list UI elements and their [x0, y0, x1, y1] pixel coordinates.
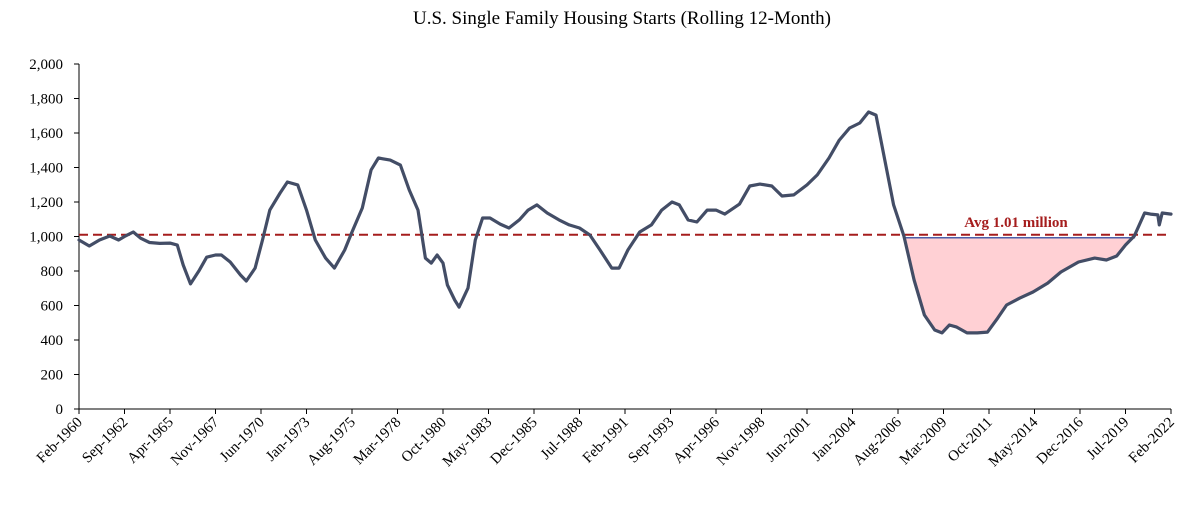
y-tick-label: 1,000	[29, 230, 63, 246]
x-tick-label: Nov-1998	[714, 415, 768, 469]
y-tick-label: 400	[41, 333, 64, 349]
x-tick-label: Dec-1985	[488, 415, 541, 468]
y-tick-label: 1,800	[29, 92, 63, 108]
x-tick-label: Aug-2006	[851, 414, 906, 469]
x-tick-label: Jun-2001	[763, 415, 814, 466]
y-tick-label: 600	[41, 299, 64, 315]
x-tick-label: Nov-1967	[168, 414, 223, 469]
x-tick-label: Sep-1993	[625, 415, 677, 467]
x-tick-label: May-2014	[986, 414, 1042, 470]
y-tick-label: 1,200	[29, 195, 63, 211]
average-label: Avg 1.01 million	[964, 215, 1068, 231]
series-line	[77, 110, 1173, 335]
x-tick-label: Feb-2022	[1126, 415, 1178, 467]
x-tick-label: Sep-1962	[79, 415, 131, 467]
y-tick-label: 0	[56, 402, 64, 418]
y-tick-label: 1,600	[29, 126, 63, 142]
x-tick-label: Aug-1975	[305, 415, 359, 469]
y-tick-label: 800	[41, 264, 64, 280]
chart-title: U.S. Single Family Housing Starts (Rolli…	[413, 8, 831, 29]
x-tick-label: Feb-1960	[34, 415, 86, 467]
x-tick-label: Mar-2009	[897, 415, 951, 469]
shaded-gap	[903, 234, 1136, 334]
y-tick-label: 1,400	[29, 161, 63, 177]
y-tick-label: 200	[41, 368, 64, 384]
x-tick-label: Jun-1970	[217, 415, 268, 466]
x-tick-label: Dec-2016	[1034, 414, 1087, 467]
x-tick-label: Mar-1978	[351, 415, 405, 469]
y-tick-label: 2,000	[29, 57, 63, 73]
x-tick-label: Feb-1991	[580, 415, 632, 467]
x-tick-label: May-1983	[440, 415, 496, 471]
